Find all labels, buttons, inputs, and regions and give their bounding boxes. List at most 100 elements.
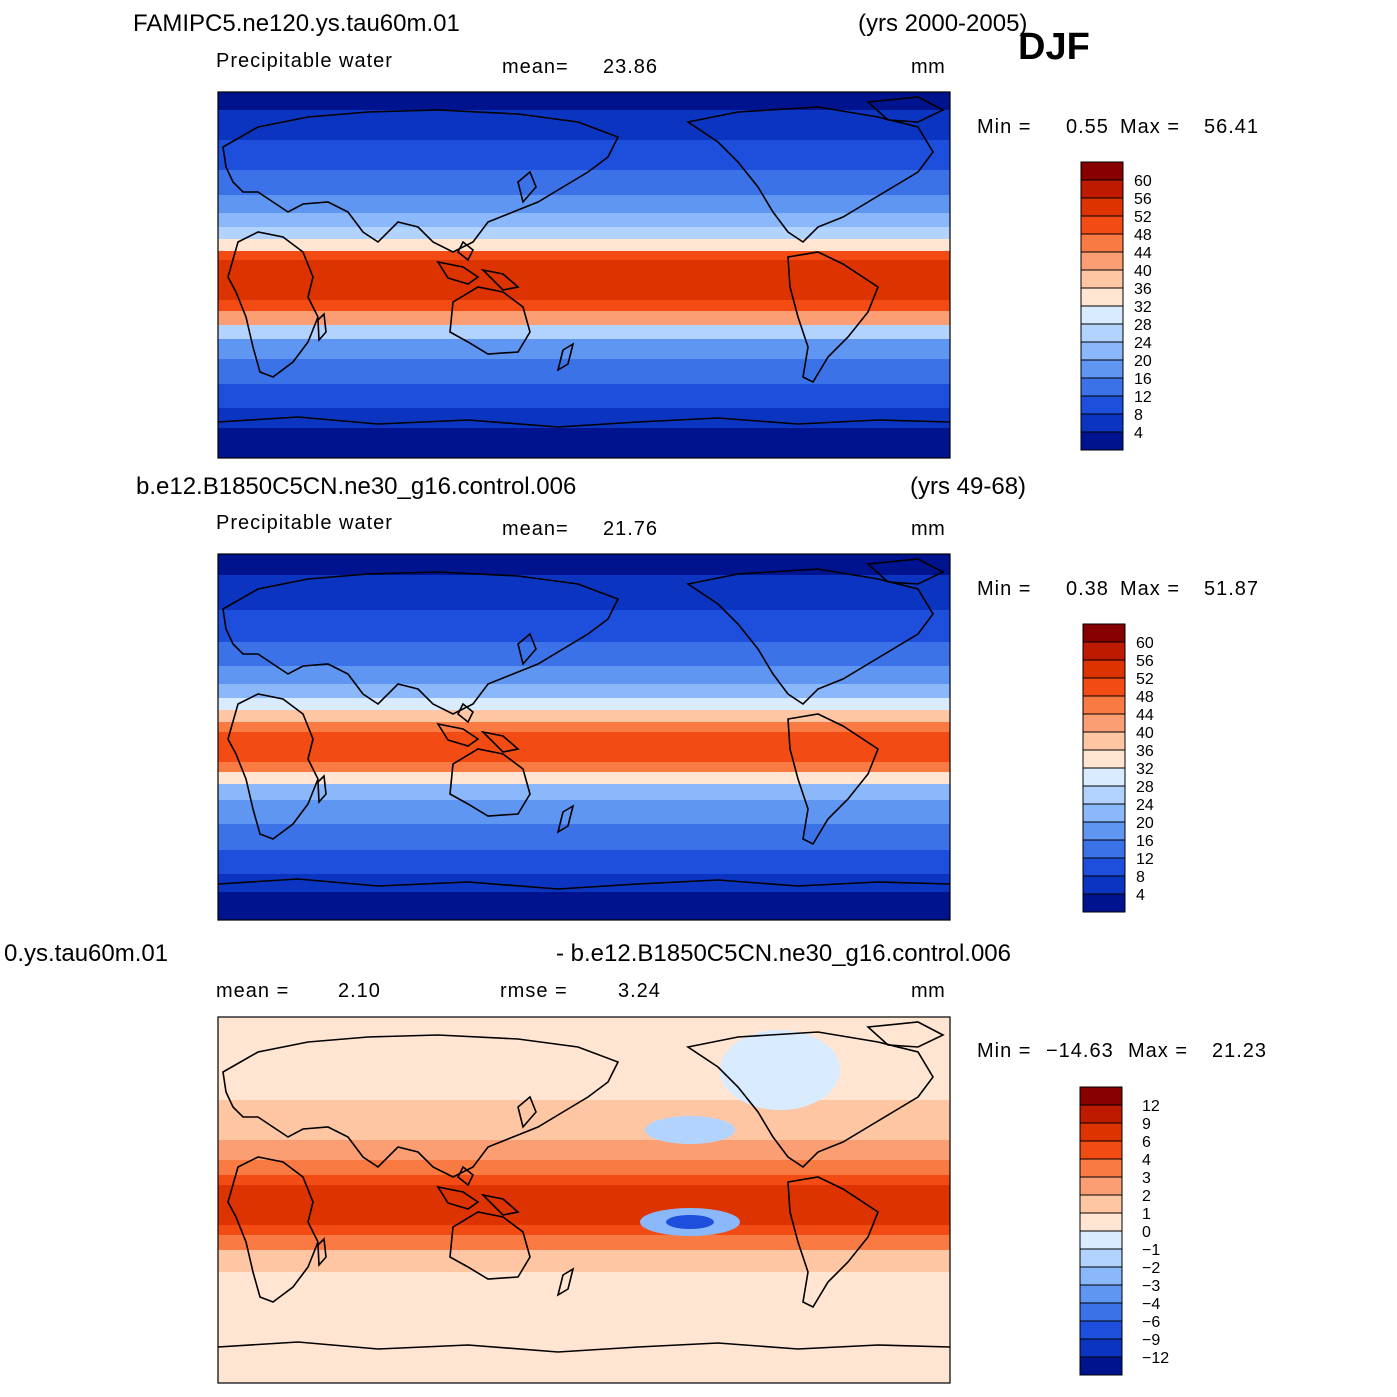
colorbar-label: 48 xyxy=(1136,689,1154,706)
colorbar-label: −6 xyxy=(1142,1314,1160,1331)
colorbar-label: 44 xyxy=(1136,707,1154,724)
colorbar-label: 20 xyxy=(1136,815,1154,832)
colorbar-box xyxy=(1080,179,1124,199)
colorbar-box xyxy=(1082,713,1126,733)
panel1-units: mm xyxy=(911,56,946,78)
colorbar-label: 1 xyxy=(1142,1206,1151,1223)
panel2-variable: Precipitable water xyxy=(216,512,393,534)
colorbar-label: 60 xyxy=(1134,173,1152,190)
colorbar-label: 36 xyxy=(1136,743,1154,760)
colorbar-box xyxy=(1080,269,1124,289)
colorbar-label: 56 xyxy=(1134,191,1152,208)
colorbar-label: 60 xyxy=(1136,635,1154,652)
colorbar-box xyxy=(1082,659,1126,679)
colorbar-box xyxy=(1079,1104,1123,1124)
panel1-mean-value: 23.86 xyxy=(603,56,659,78)
colorbar-box xyxy=(1080,377,1124,397)
colorbar-box xyxy=(1082,623,1126,643)
colorbar-box xyxy=(1080,431,1124,451)
colorbar-box xyxy=(1079,1230,1123,1250)
panel3-case-left: 0.ys.tau60m.01 xyxy=(4,940,169,967)
colorbar-box xyxy=(1079,1176,1123,1196)
colorbar-label: −2 xyxy=(1142,1260,1160,1277)
panel2-max-value: 51.87 xyxy=(1204,578,1260,600)
colorbar-label: −1 xyxy=(1142,1242,1160,1259)
colorbar-box xyxy=(1080,323,1124,343)
colorbar-label: 8 xyxy=(1134,407,1143,424)
colorbar-box xyxy=(1079,1122,1123,1142)
colorbar-label: 6 xyxy=(1142,1134,1151,1151)
colorbar-box xyxy=(1082,821,1126,841)
colorbar-box xyxy=(1079,1338,1123,1358)
colorbar-box xyxy=(1079,1158,1123,1178)
panel3-map xyxy=(217,1016,951,1384)
colorbar-label: 52 xyxy=(1136,671,1154,688)
colorbar-label: 40 xyxy=(1134,263,1152,280)
colorbar-label: 12 xyxy=(1134,389,1152,406)
colorbar-box xyxy=(1080,413,1124,433)
panel2-min-label: Min = xyxy=(977,578,1032,600)
colorbar-label: 28 xyxy=(1136,779,1154,796)
colorbar-box xyxy=(1079,1194,1123,1214)
colorbar-box xyxy=(1082,695,1126,715)
colorbar-box xyxy=(1082,677,1126,697)
colorbar-box xyxy=(1080,161,1124,181)
panel2-years: (yrs 49-68) xyxy=(910,473,1027,500)
panel2-case-title: b.e12.B1850C5CN.ne30_g16.control.006 xyxy=(136,473,577,500)
panel2-mean-value: 21.76 xyxy=(603,518,659,540)
colorbar-box xyxy=(1082,785,1126,805)
colorbar-label: 12 xyxy=(1142,1098,1160,1115)
panel3-max-label: Max = xyxy=(1128,1040,1189,1062)
colorbar-box xyxy=(1080,305,1124,325)
colorbar-label: 4 xyxy=(1134,425,1143,442)
colorbar-label: 0 xyxy=(1142,1224,1151,1241)
colorbar-label: 24 xyxy=(1136,797,1154,814)
panel3-rmse-value: 3.24 xyxy=(618,980,661,1002)
panel3-mean-label: mean = xyxy=(216,980,290,1002)
panel3-mean-value: 2.10 xyxy=(338,980,381,1002)
colorbar-label: 8 xyxy=(1136,869,1145,886)
colorbar-label: 16 xyxy=(1134,371,1152,388)
colorbar-label: 32 xyxy=(1136,761,1154,778)
colorbar-label: 4 xyxy=(1142,1152,1151,1169)
colorbar-box xyxy=(1082,893,1126,913)
panel3-case-right: - b.e12.B1850C5CN.ne30_g16.control.006 xyxy=(556,940,1011,967)
colorbar-label: 52 xyxy=(1134,209,1152,226)
colorbar-box xyxy=(1080,233,1124,253)
colorbar-label: 40 xyxy=(1136,725,1154,742)
panel3-max-value: 21.23 xyxy=(1212,1040,1268,1062)
panel1-max-value: 56.41 xyxy=(1204,116,1260,138)
colorbar-label: 12 xyxy=(1136,851,1154,868)
colorbar-box xyxy=(1082,767,1126,787)
colorbar-box xyxy=(1080,251,1124,271)
colorbar-box xyxy=(1079,1140,1123,1160)
colorbar-box xyxy=(1079,1356,1123,1376)
colorbar-label: 4 xyxy=(1136,887,1145,904)
colorbar-box xyxy=(1079,1212,1123,1232)
colorbar-label: −12 xyxy=(1142,1350,1169,1367)
colorbar-box xyxy=(1079,1266,1123,1286)
panel2-units: mm xyxy=(911,518,946,540)
colorbar-box xyxy=(1080,215,1124,235)
panel2-mean-label: mean= xyxy=(502,518,569,540)
colorbar-label: 3 xyxy=(1142,1170,1151,1187)
colorbar-label: −9 xyxy=(1142,1332,1160,1349)
panel2-min-value: 0.38 xyxy=(1066,578,1109,600)
panel3-rmse-label: rmse = xyxy=(500,980,568,1002)
colorbar-box xyxy=(1080,197,1124,217)
panel3-min-value: −14.63 xyxy=(1046,1040,1114,1062)
colorbar-box xyxy=(1079,1086,1123,1106)
panel1-min-value: 0.55 xyxy=(1066,116,1109,138)
colorbar-label: 44 xyxy=(1134,245,1152,262)
panel1-variable: Precipitable water xyxy=(216,50,393,72)
panel1-case-title: FAMIPC5.ne120.ys.tau60m.01 xyxy=(133,10,460,37)
colorbar-label: 32 xyxy=(1134,299,1152,316)
colorbar-box xyxy=(1082,749,1126,769)
panel2-map xyxy=(217,553,951,921)
colorbar-box xyxy=(1082,875,1126,895)
colorbar-label: 16 xyxy=(1136,833,1154,850)
